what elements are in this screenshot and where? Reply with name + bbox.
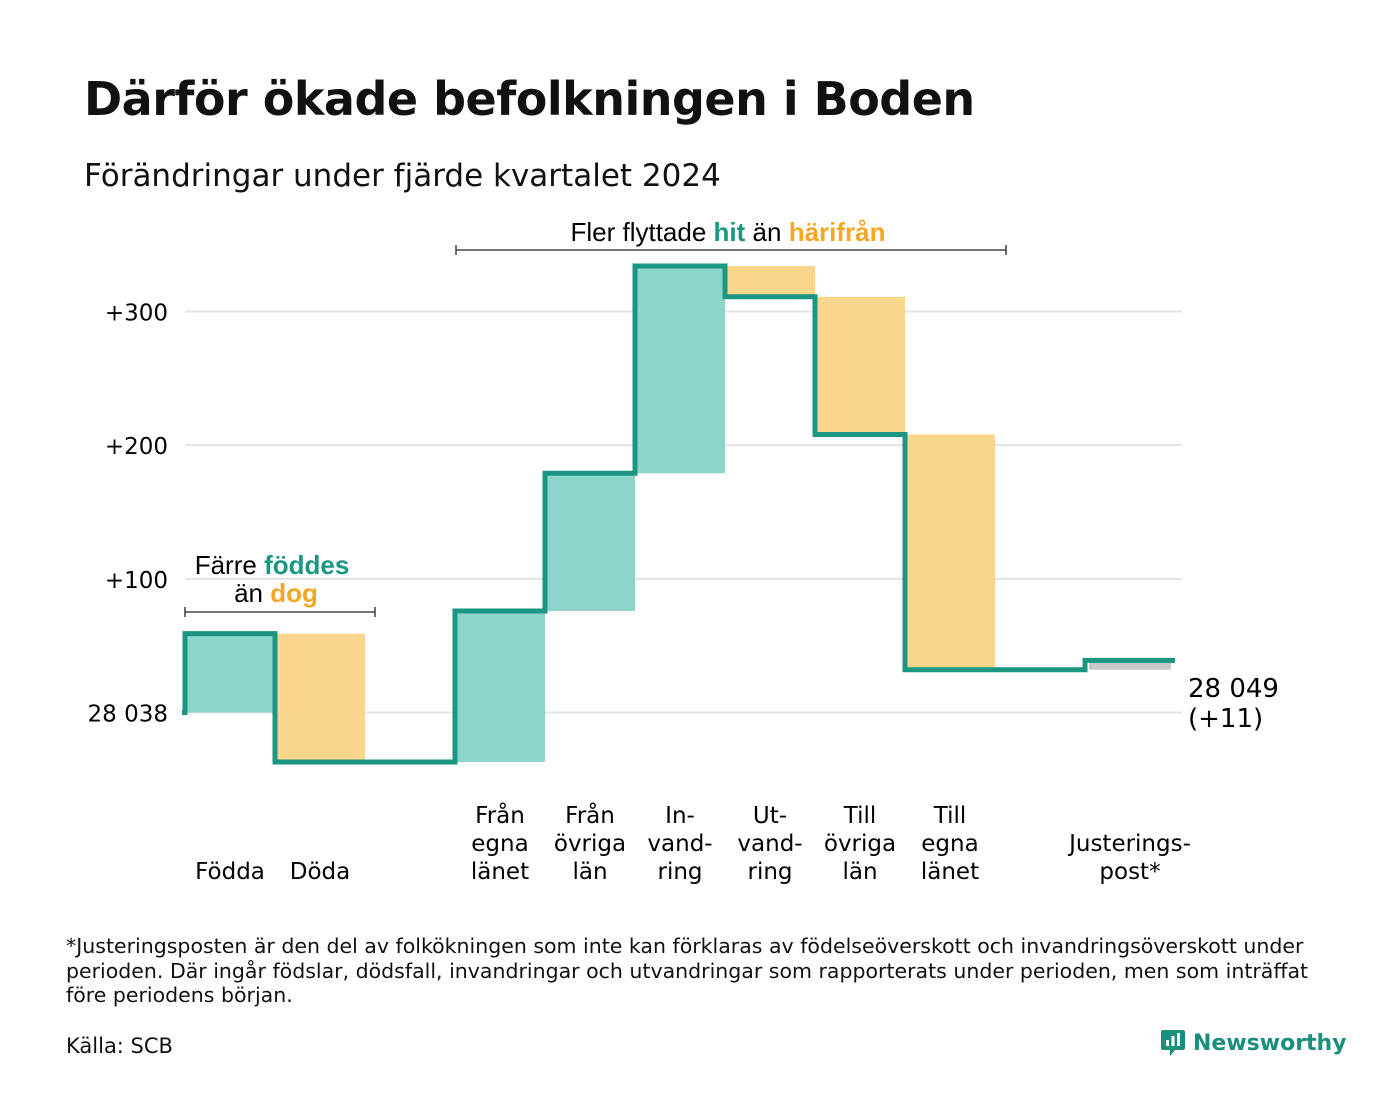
x-tick-label: vand- [737,831,802,857]
x-tick-label: ring [657,859,702,885]
migration-annotation-text-2: än [753,217,782,247]
x-tick-label: egna [471,831,528,857]
x-tick-label: länet [921,859,979,885]
x-tick-label: övriga [824,831,896,857]
bar [275,633,365,762]
source-label: Källa: SCB [66,1034,173,1058]
x-tick-label: län [842,859,877,885]
x-tick-label: Till [843,803,877,829]
x-tick-label: ring [747,859,792,885]
birth-annotation-highlight-2: dog [270,578,318,608]
x-axis-labels: Födda DödaFrånegnalänetFrånövrigalänIn-va… [195,801,1191,885]
bar [815,296,905,435]
migration-annotation-highlight: hit [714,217,746,247]
brand-logo: Newsworthy [1160,1028,1347,1058]
page-title: Därför ökade befolkningen i Boden [84,72,975,126]
birth-annotation-bracket [184,607,376,617]
bar-chart-speech-bubble-icon [1161,1030,1185,1056]
y-tick-label: +200 [105,434,168,460]
x-tick-label: Från [565,801,615,829]
birth-annotation-highlight: föddes [264,550,349,580]
footnote: *Justeringsposten är den del av folkökni… [66,934,1309,1008]
end-value-label: 28 049 (+11) [1188,674,1279,734]
x-tick-label: In- [665,803,695,829]
bar [455,610,545,762]
x-tick-label: länet [471,859,529,885]
x-tick-label: övriga [554,831,626,857]
cumulative-step-line [182,263,1175,765]
migration-annotation-highlight-2: härifrån [789,217,886,247]
x-tick-label: Ut- [753,803,787,829]
bar [635,266,725,474]
brand-name: Newsworthy [1193,1030,1347,1056]
x-tick-label: egna [921,831,978,857]
end-change: (+11) [1188,704,1263,734]
migration-annotation-bracket [455,245,1007,255]
bars [185,266,1171,762]
x-tick-label: vand- [647,831,712,857]
x-tick-label: Döda [290,859,350,885]
bar [1089,660,1171,670]
x-tick-label: Från [475,801,525,829]
page-subtitle: Förändringar under fjärde kvartalet 2024 [84,158,721,194]
y-axis-ticks: 28 038 +100 +200 +300 [88,300,168,727]
y-tick-label: +300 [105,300,168,326]
svg-text:Färre föddes: Färre föddes [195,550,350,580]
x-tick-label: län [572,859,607,885]
bar [905,434,995,670]
end-value: 28 049 [1188,674,1279,704]
x-tick-label: Justerings- [1067,831,1191,857]
x-tick-label: post* [1099,859,1160,885]
svg-text:Fler flyttade hit: Fler flyttade hit än härifrån [570,217,885,247]
svg-text:än dog: än dog [234,578,318,608]
birth-annotation: Färre föddes än dog [184,550,376,617]
bar [725,266,815,297]
birth-annotation-text: Färre [195,550,257,580]
x-tick-label: Till [933,803,967,829]
birth-annotation-text-2: än [234,578,263,608]
bar [185,633,275,713]
migration-annotation-text: Fler flyttade [570,217,706,247]
x-tick-label: Födda [195,859,265,885]
bar [545,473,635,611]
y-tick-label: 28 038 [88,702,168,728]
y-tick-label: +100 [105,568,168,594]
waterfall-chart: 28 038+100+200+300 Födda DödaFrånegnaläne… [88,217,1279,885]
migration-annotation: Fler flyttade hit än härifrån [455,217,1007,255]
